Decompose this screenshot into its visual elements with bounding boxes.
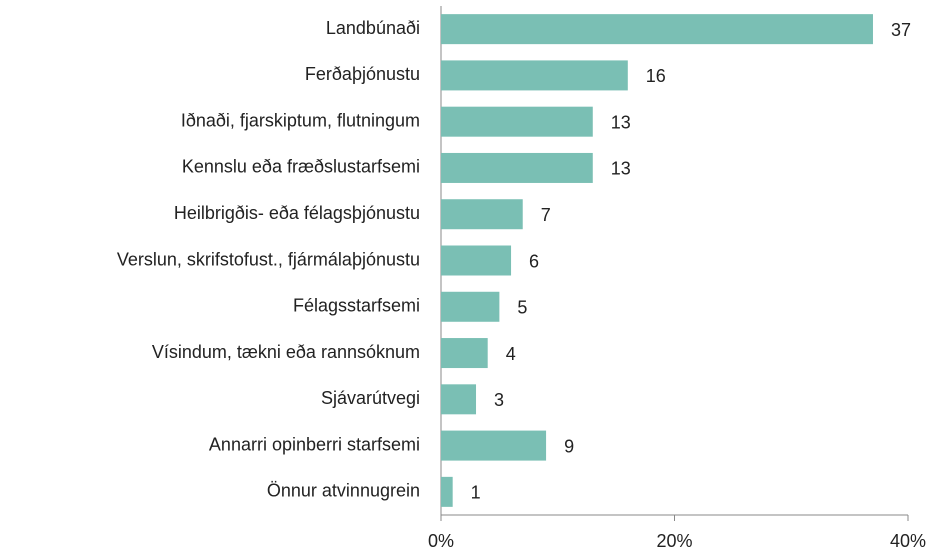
bar <box>441 291 500 322</box>
y-tick-label: Landbúnaði <box>326 18 420 38</box>
y-tick-label: Ferðaþjónustu <box>305 64 420 84</box>
bar <box>441 60 628 91</box>
value-label: 13 <box>611 159 631 179</box>
value-label: 5 <box>517 298 527 318</box>
y-tick-label: Önnur atvinnugrein <box>267 481 420 501</box>
bar <box>441 152 593 183</box>
x-tick-label: 40% <box>890 531 926 551</box>
y-tick-label: Félagsstarfsemi <box>293 296 420 316</box>
value-label: 1 <box>471 483 481 503</box>
y-tick-label: Vísindum, tækni eða rannsóknum <box>152 342 420 362</box>
bar <box>441 199 523 230</box>
bar <box>441 430 547 461</box>
value-label: 37 <box>891 20 911 40</box>
y-tick-label: Kennslu eða fræðslustarfsemi <box>182 157 420 177</box>
value-label: 6 <box>529 251 539 271</box>
x-tick-label: 0% <box>428 531 454 551</box>
x-tick-label: 20% <box>656 531 692 551</box>
value-label: 7 <box>541 205 551 225</box>
bar <box>441 338 488 369</box>
y-tick-label: Annarri opinberri starfsemi <box>209 434 420 454</box>
y-tick-label: Sjávarútvegi <box>321 388 420 408</box>
bar <box>441 476 453 507</box>
bar <box>441 245 512 276</box>
value-label: 4 <box>506 344 516 364</box>
y-tick-label: Iðnaði, fjarskiptum, flutningum <box>181 110 420 130</box>
y-tick-label: Heilbrigðis- eða félagsþjónustu <box>174 203 420 223</box>
value-label: 13 <box>611 112 631 132</box>
value-label: 9 <box>564 436 574 456</box>
bar <box>441 384 477 415</box>
value-label: 16 <box>646 66 666 86</box>
value-label: 3 <box>494 390 504 410</box>
y-tick-label: Verslun, skrifstofust., fjármálaþjónustu <box>117 249 420 269</box>
bar <box>441 106 593 137</box>
bar <box>441 14 873 45</box>
